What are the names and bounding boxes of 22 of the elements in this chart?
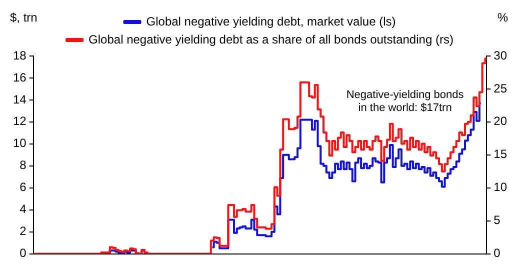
y2-tick-label: 25 [494,81,508,96]
y2-tick-label: 5 [494,213,501,228]
y2-tick-label: 20 [494,114,508,128]
annotation: Negative-yielding bonds in the world: $17trn [346,89,464,114]
y-tick-label: 2 [20,224,27,238]
y-tick-label: 4 [20,202,27,216]
legend-label: Global negative yielding debt, market value (ls) [146,14,396,28]
y2-tick-label: 10 [494,180,508,194]
y-tick-label: 12 [12,114,27,128]
y2-axis-title: % [497,10,508,24]
y-tick-label: 10 [12,136,27,150]
y2-tick-label: 15 [494,147,508,162]
y2-tick-label: 0 [494,246,501,260]
y2-tick-label: 30 [494,48,508,62]
y-tick-label: 16 [12,70,27,84]
y-tick-label: 8 [20,158,27,172]
y-tick-label: 14 [12,92,27,106]
legend-label: Global negative yielding debt as a share of all bonds outstanding (rs) [88,32,454,46]
y-tick-label: 18 [12,48,27,62]
y-tick-label: 6 [20,180,27,194]
y-axis-title: $, trn [10,10,38,24]
y-tick-label: 0 [20,246,27,260]
